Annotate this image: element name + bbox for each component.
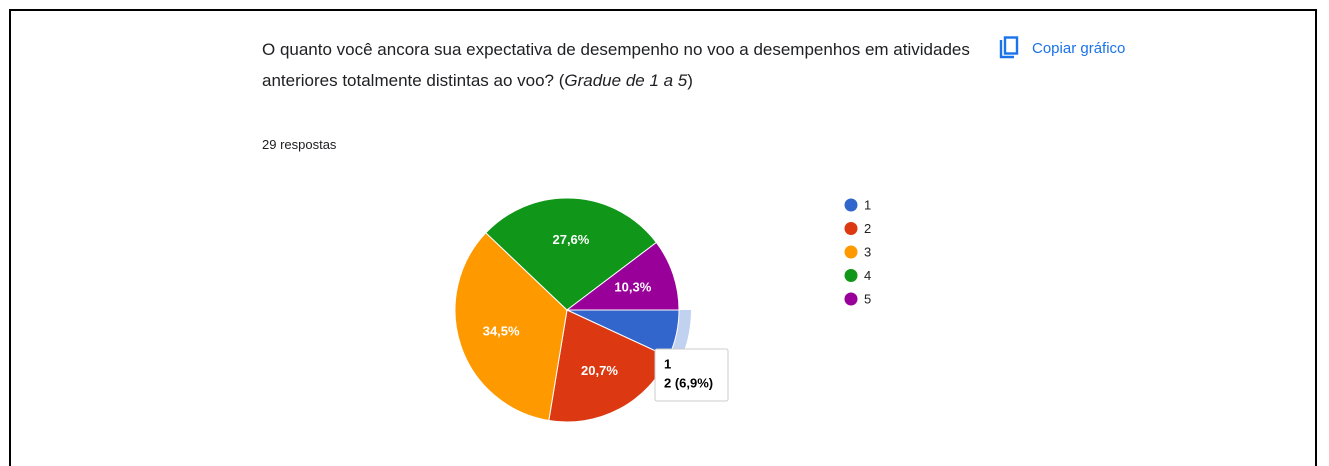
tooltip-box <box>654 348 729 402</box>
slice <box>565 241 680 311</box>
copy-chart-button[interactable]: Copiar gráfico <box>998 36 1125 60</box>
legend-swatch <box>844 222 858 235</box>
legend-label: 5 <box>864 291 871 306</box>
legend-label: 1 <box>864 197 871 212</box>
legend-label: 3 <box>864 244 871 259</box>
title-text: O quanto você ancora sua expectativa de … <box>262 40 970 90</box>
legend-swatch <box>844 245 858 259</box>
copy-label: Copiar gráfico <box>1032 39 1126 57</box>
title-end: ) <box>687 71 693 90</box>
title-italic: Gradue de 1 a 5 <box>564 71 688 90</box>
slice-label: 10,3% <box>614 279 651 294</box>
question-title: O quanto você ancora sua expectativa de … <box>262 34 972 96</box>
slice <box>454 232 568 422</box>
tooltip-title: 1 <box>664 356 671 371</box>
slice <box>485 197 658 311</box>
legend-swatch <box>844 269 858 282</box>
card <box>9 9 1317 466</box>
slice-label: 34,5% <box>483 324 520 339</box>
legend-label: 4 <box>864 268 871 283</box>
slice-label: 20,7% <box>581 363 618 378</box>
legend-swatch <box>844 198 858 212</box>
slice-label: 27,6% <box>552 232 589 247</box>
tooltip-text: 2 (6,9%) <box>664 375 713 390</box>
copy-icon <box>999 36 1019 59</box>
legend-swatch <box>844 292 858 306</box>
response-count: 29 respostas <box>262 137 337 152</box>
legend-label: 2 <box>864 221 871 236</box>
